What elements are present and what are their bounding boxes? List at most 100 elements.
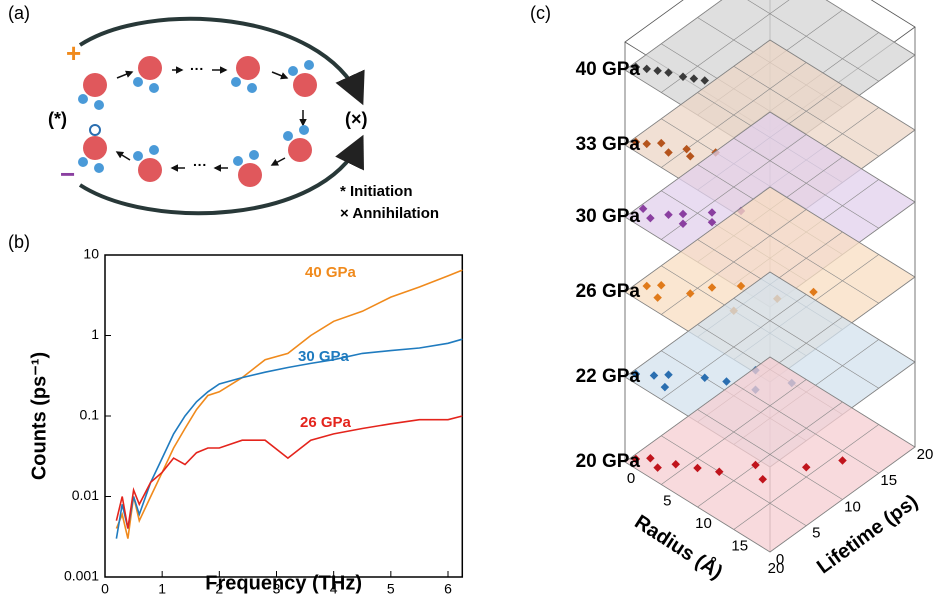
layer-label: 26 GPa [576,281,641,302]
hydrogen [78,94,88,104]
layer-label: 22 GPa [576,366,641,387]
grid-line [769,39,916,131]
y-axis-title: Counts (ps⁻¹) [28,352,50,480]
panel-a: (a) + − (*) (×) * Initiation × Annihilat… [8,3,439,222]
legend-entry: × Annihilation [340,205,439,222]
plot-frame [104,254,464,578]
panel-label: (c) [530,3,551,23]
x-tick-label: 5 [663,492,671,509]
point [693,463,702,473]
oxygen [138,56,162,80]
panel-label: (a) [8,3,30,23]
hydrogen [78,157,88,167]
arc [78,134,364,216]
hydrogen [233,156,243,166]
grid-line [733,212,879,304]
hydrogen [288,66,298,76]
grid-line [624,461,771,553]
point [653,463,662,472]
hydrogen [149,145,159,155]
series-line [115,338,463,539]
y-tick-label: 0 [776,551,784,568]
point [751,460,760,470]
point [715,467,724,476]
x-tick-label: 0 [101,581,109,594]
oxygen [83,136,107,160]
plus: + [66,38,81,68]
hydrogen [94,100,104,110]
grid-line [747,0,879,82]
point [722,377,731,386]
arrows [115,66,307,172]
grid-line [733,382,879,474]
x-tick-label: 10 [695,515,712,532]
y-tick-label: 0.01 [72,487,99,503]
x-tick-label: 1 [158,581,166,594]
y-tick-label: 0.001 [64,568,99,584]
oxygen [138,158,162,182]
point [802,463,811,472]
point [631,454,641,464]
grid-line [661,435,807,527]
grid-line [697,409,843,500]
point [642,281,651,291]
point [707,283,717,292]
series-label: 30 GPa [298,348,350,365]
arc [78,16,365,106]
hydrogen [247,83,257,93]
point [657,281,666,290]
x-axis-title: Frequency (THz) [205,572,362,594]
layer-label: 30 GPa [576,206,641,227]
oxygen [288,138,312,162]
initiation-mark: (*) [48,109,67,129]
grid-line [769,271,916,363]
hydrogen [149,83,159,93]
x-tick-label: 6 [444,581,452,594]
panel-label: (b) [8,232,30,252]
y-tick-label: 10 [844,498,861,515]
hydrogen [133,151,143,161]
series-line [115,269,463,539]
hydrogen [231,77,241,87]
oxygen [236,56,260,80]
x-tick-label: 3 [273,581,281,594]
x-axis-title: Radius (Å) [630,509,727,584]
grid-line [733,65,879,157]
hydrogen [299,125,309,135]
oxygen [293,73,317,97]
grid-line [733,137,879,229]
point [838,456,847,465]
y-tick-label: 10 [83,246,99,262]
y-tick-label: 1 [91,326,99,342]
grid-line [769,186,916,278]
point [758,475,767,484]
hydrogen [249,150,259,160]
layer-label: 33 GPa [576,134,641,155]
series-label: 40 GPa [305,264,357,281]
point [700,373,709,382]
grid-line [769,111,916,203]
grid-line [825,0,916,56]
minus: − [60,159,75,189]
point [660,382,670,392]
y-tick-label: 15 [880,472,897,489]
x-tick-label: 20 [768,560,785,577]
annihilation-mark: (×) [345,109,368,129]
x-tick-label: 2 [215,581,223,594]
y-tick-label: 5 [812,525,820,542]
x-tick-label: 4 [330,581,338,594]
grid-line [733,297,879,389]
ellipsis-dots: ··· [193,157,207,173]
point [653,293,662,302]
legend-entry: * Initiation [340,183,413,200]
x-tick-label: 5 [387,581,395,594]
layer-label: 20 GPa [576,451,641,472]
hydrogen [133,77,143,87]
vacancy [89,124,101,136]
point [646,454,655,463]
ellipsis-dots: ··· [190,61,204,77]
series-line [115,415,463,529]
point [736,281,746,291]
point [631,369,641,379]
